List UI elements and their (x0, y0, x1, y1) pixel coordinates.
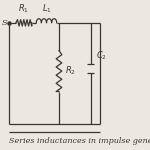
Text: $C_2$: $C_2$ (96, 50, 107, 62)
Text: Series inductances in impulse gene: Series inductances in impulse gene (9, 137, 150, 145)
Text: $R_1$: $R_1$ (18, 2, 29, 15)
Text: S: S (2, 19, 7, 27)
Text: $L_1$: $L_1$ (42, 2, 51, 15)
Text: $R_2$: $R_2$ (65, 65, 76, 77)
